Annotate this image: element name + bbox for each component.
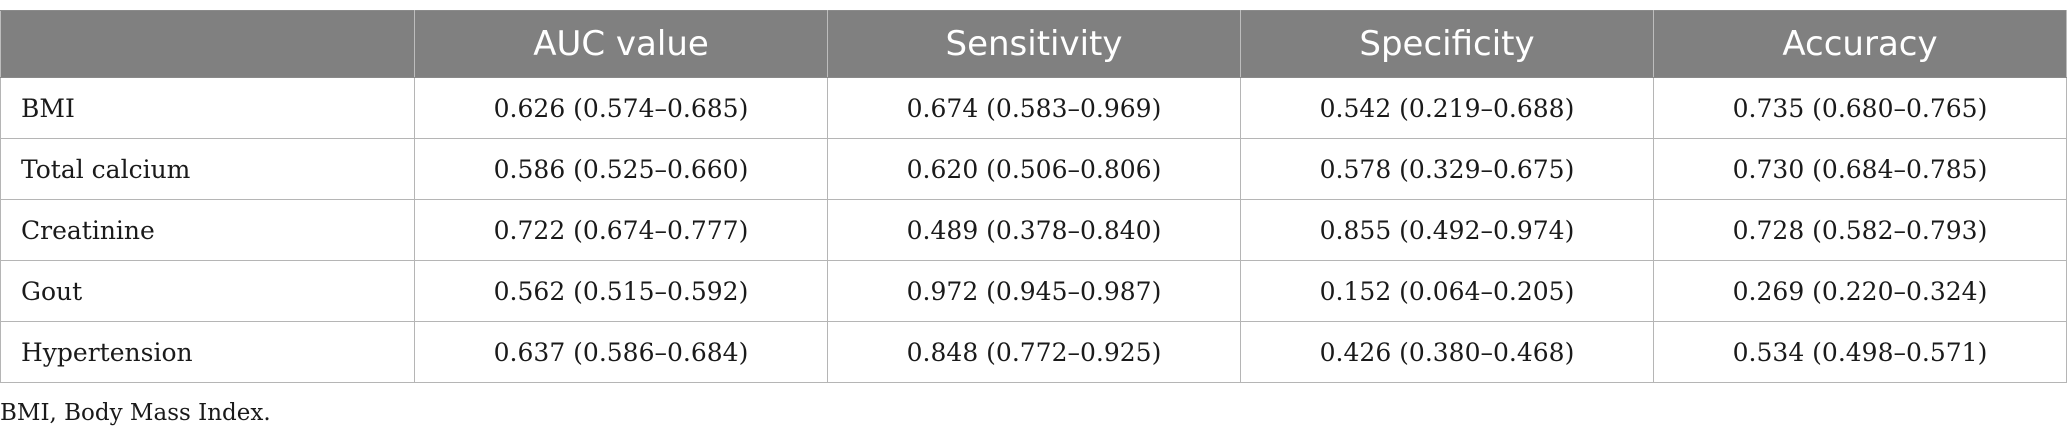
cell-specificity: 0.542 (0.219–0.688)	[1240, 77, 1654, 139]
cell-specificity: 0.426 (0.380–0.468)	[1240, 321, 1654, 383]
cell-sensitivity: 0.848 (0.772–0.925)	[827, 321, 1241, 383]
cell-specificity: 0.855 (0.492–0.974)	[1240, 199, 1654, 261]
cell-accuracy: 0.730 (0.684–0.785)	[1653, 138, 2067, 200]
cell-auc: 0.586 (0.525–0.660)	[414, 138, 828, 200]
results-table-container: AUC value Sensitivity Specificity Accura…	[0, 10, 2067, 383]
table-row: Hypertension 0.637 (0.586–0.684) 0.848 (…	[0, 321, 2067, 383]
header-cell-accuracy: Accuracy	[1653, 10, 2067, 78]
cell-accuracy: 0.735 (0.680–0.765)	[1653, 77, 2067, 139]
cell-sensitivity: 0.489 (0.378–0.840)	[827, 199, 1241, 261]
cell-accuracy: 0.269 (0.220–0.324)	[1653, 260, 2067, 322]
row-label: Gout	[0, 260, 415, 322]
table-header: AUC value Sensitivity Specificity Accura…	[0, 10, 2067, 78]
table-row: BMI 0.626 (0.574–0.685) 0.674 (0.583–0.9…	[0, 77, 2067, 139]
header-cell-sensitivity: Sensitivity	[827, 10, 1241, 78]
table-body: BMI 0.626 (0.574–0.685) 0.674 (0.583–0.9…	[0, 77, 2067, 383]
row-label: Creatinine	[0, 199, 415, 261]
header-row: AUC value Sensitivity Specificity Accura…	[0, 10, 2067, 78]
cell-accuracy: 0.534 (0.498–0.571)	[1653, 321, 2067, 383]
results-table: AUC value Sensitivity Specificity Accura…	[0, 10, 2067, 383]
header-cell-specificity: Specificity	[1240, 10, 1654, 78]
cell-specificity: 0.152 (0.064–0.205)	[1240, 260, 1654, 322]
cell-sensitivity: 0.972 (0.945–0.987)	[827, 260, 1241, 322]
cell-auc: 0.626 (0.574–0.685)	[414, 77, 828, 139]
cell-auc: 0.722 (0.674–0.777)	[414, 199, 828, 261]
row-label: Hypertension	[0, 321, 415, 383]
table-row: Gout 0.562 (0.515–0.592) 0.972 (0.945–0.…	[0, 260, 2067, 322]
header-cell-variable	[0, 10, 415, 78]
row-label: Total calcium	[0, 138, 415, 200]
header-cell-auc: AUC value	[414, 10, 828, 78]
row-label: BMI	[0, 77, 415, 139]
cell-auc: 0.637 (0.586–0.684)	[414, 321, 828, 383]
table-row: Creatinine 0.722 (0.674–0.777) 0.489 (0.…	[0, 199, 2067, 261]
cell-specificity: 0.578 (0.329–0.675)	[1240, 138, 1654, 200]
cell-accuracy: 0.728 (0.582–0.793)	[1653, 199, 2067, 261]
table-row: Total calcium 0.586 (0.525–0.660) 0.620 …	[0, 138, 2067, 200]
cell-auc: 0.562 (0.515–0.592)	[414, 260, 828, 322]
cell-sensitivity: 0.620 (0.506–0.806)	[827, 138, 1241, 200]
cell-sensitivity: 0.674 (0.583–0.969)	[827, 77, 1241, 139]
table-footnote: BMI, Body Mass Index.	[0, 400, 271, 426]
